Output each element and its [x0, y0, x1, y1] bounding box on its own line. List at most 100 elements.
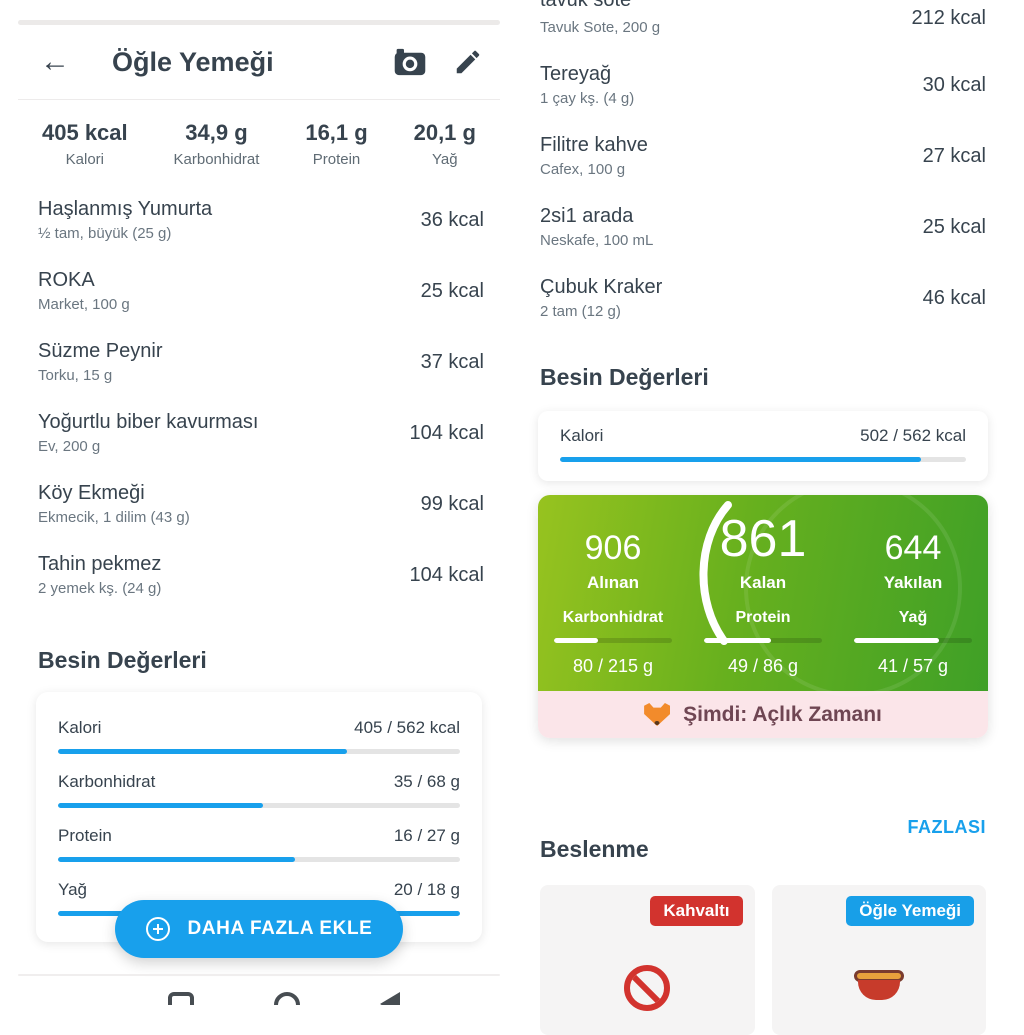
fox-icon: [644, 703, 671, 726]
food-kcal: 36 kcal: [420, 208, 484, 231]
food-info: 2si1 arada Neskafe, 100 mL: [540, 205, 911, 249]
food-name: ROKA: [38, 269, 95, 291]
food-detail: ½ tam, büyük (25 g): [38, 225, 172, 242]
energy-numbers: 906 Alınan 861 Kalan 644 Yakılan: [538, 495, 988, 593]
food-name: 2si1 arada: [540, 205, 634, 227]
edit-pencil-icon[interactable]: [450, 44, 486, 80]
food-item-row[interactable]: Yoğurtlu biber kavurması Ev, 200 g 104 k…: [38, 411, 484, 455]
left-screen: Öğle Yemeği 405 kcal Kalori 34,9 g Karbo…: [18, 20, 500, 976]
macro-label: Karbonhidrat: [562, 609, 664, 626]
food-kcal: 25 kcal: [420, 279, 484, 302]
macro-track: [554, 638, 672, 643]
progress-fill: [58, 749, 348, 754]
energy-remaining: 861 Kalan: [719, 510, 807, 592]
macro-label: Yağ: [898, 609, 928, 626]
food-name: Haşlanmış Yumurta: [38, 198, 213, 220]
summary-value: 20,1 g: [413, 120, 476, 145]
progress-track: [560, 457, 966, 462]
food-item-row[interactable]: Tereyağ 1 çay kş. (4 g) 30 kcal: [540, 63, 986, 107]
food-kcal: 27 kcal: [922, 144, 986, 167]
camera-icon[interactable]: [392, 44, 428, 80]
food-item-row[interactable]: Haşlanmış Yumurta ½ tam, büyük (25 g) 36…: [38, 198, 484, 242]
nutrient-label: Protein: [58, 826, 112, 845]
macro-value: 49 / 86 g: [727, 656, 799, 676]
calorie-progress-card: Kalori 502 / 562 kcal: [538, 411, 988, 481]
nutrient-value: 405 / 562 kcal: [354, 718, 460, 737]
food-detail: 1 çay kş. (4 g): [540, 90, 635, 107]
food-item-row[interactable]: Filitre kahve Cafex, 100 g 27 kcal: [540, 134, 986, 178]
right-screen: tavuk sote Tavuk Sote, 200 g 212 kcal Te…: [520, 0, 1006, 1035]
food-kcal: 46 kcal: [922, 286, 986, 309]
add-more-button[interactable]: DAHA FAZLA EKLE: [115, 900, 403, 958]
food-item-row[interactable]: ROKA Market, 100 g 25 kcal: [38, 269, 484, 313]
fasting-status-strip[interactable]: Şimdi: Açlık Zamanı: [538, 691, 988, 738]
header: Öğle Yemeği: [18, 31, 500, 93]
nutrient-bar-row: Protein 16 / 27 g: [58, 826, 460, 862]
fasting-status-text: Şimdi: Açlık Zamanı: [683, 702, 882, 726]
pot-icon: [852, 962, 906, 1014]
food-detail: Torku, 15 g: [38, 367, 113, 384]
summary-value: 405 kcal: [42, 120, 128, 145]
macro-cell: Protein 49 / 86 g: [688, 609, 838, 677]
android-navbar-partial: [168, 992, 400, 1005]
food-item-row[interactable]: Köy Ekmeği Ekmecik, 1 dilim (43 g) 99 kc…: [38, 482, 484, 526]
nutrition-title: Besin Değerleri: [38, 647, 207, 673]
food-detail: Ev, 200 g: [38, 438, 101, 455]
nutrient-bar-row: Kalori 405 / 562 kcal: [58, 718, 460, 754]
recents-icon[interactable]: [168, 992, 194, 1005]
macro-track: [854, 638, 972, 643]
food-info: Haşlanmış Yumurta ½ tam, büyük (25 g): [38, 198, 409, 242]
food-name: Köy Ekmeği: [38, 482, 145, 504]
summary-label: Karbonhidrat: [173, 151, 260, 168]
energy-burned: 644 Yakılan: [883, 529, 943, 592]
meal-badge: Öğle Yemeği: [846, 896, 974, 926]
food-item-row[interactable]: Çubuk Kraker 2 tam (12 g) 46 kcal: [540, 276, 986, 320]
macro-cell: Yağ 41 / 57 g: [838, 609, 988, 677]
summary-label: Yağ: [431, 151, 458, 168]
progress-track: [58, 749, 460, 754]
food-item-row[interactable]: tavuk sote Tavuk Sote, 200 g 212 kcal: [540, 0, 986, 36]
home-icon[interactable]: [274, 992, 300, 1005]
back-icon[interactable]: [40, 47, 86, 77]
food-info: Filitre kahve Cafex, 100 g: [540, 134, 911, 178]
food-info: Çubuk Kraker 2 tam (12 g): [540, 276, 911, 320]
nutrient-bar-row: Karbonhidrat 35 / 68 g: [58, 772, 460, 808]
meal-cards: Kahvaltı Öğle Yemeği: [540, 885, 986, 1035]
nutrient-value: 20 / 18 g: [393, 880, 460, 899]
screen-top-edge: [18, 20, 500, 25]
nutrient-value: 16 / 27 g: [393, 826, 460, 845]
food-item-row[interactable]: Tahin pekmez 2 yemek kş. (24 g) 104 kcal: [38, 553, 484, 597]
food-detail: Ekmecik, 1 dilim (43 g): [38, 509, 190, 526]
summary-value: 16,1 g: [305, 120, 368, 145]
meal-card[interactable]: Öğle Yemeği: [771, 885, 986, 1035]
nutrient-value: 35 / 68 g: [393, 772, 460, 791]
food-detail: Market, 100 g: [38, 296, 130, 313]
progress-fill: [58, 803, 264, 808]
food-list: Haşlanmış Yumurta ½ tam, büyük (25 g) 36…: [18, 198, 500, 597]
calorie-value: 502 / 562 kcal: [860, 426, 966, 445]
summary-label: Protein: [312, 151, 361, 168]
food-info: Süzme Peynir Torku, 15 g: [38, 340, 409, 384]
macro-fill: [554, 638, 598, 643]
nutrient-label: Kalori: [58, 718, 102, 737]
macro-cell: Karbonhidrat 80 / 215 g: [538, 609, 688, 677]
progress-fill: [560, 457, 922, 462]
energy-summary-card: 906 Alınan 861 Kalan 644 Yakılan Karbonh…: [538, 495, 988, 738]
macro-summary: 405 kcal Kalori 34,9 g Karbonhidrat 16,1…: [18, 100, 500, 168]
page-title: Öğle Yemeği: [112, 46, 274, 77]
summary-label: Kalori: [65, 151, 104, 168]
food-info: ROKA Market, 100 g: [38, 269, 409, 313]
nutrient-label: Karbonhidrat: [58, 772, 156, 791]
nav-back-icon[interactable]: [380, 992, 400, 1005]
food-name: Tereyağ: [540, 63, 612, 85]
food-kcal: 104 kcal: [409, 563, 485, 586]
food-item-row[interactable]: Süzme Peynir Torku, 15 g 37 kcal: [38, 340, 484, 384]
summary-cell: 16,1 g Protein: [305, 120, 367, 168]
gauge-arc: [699, 501, 732, 645]
meal-card[interactable]: Kahvaltı: [540, 885, 755, 1035]
macro-value: 41 / 57 g: [877, 656, 949, 676]
food-item-row[interactable]: 2si1 arada Neskafe, 100 mL 25 kcal: [540, 205, 986, 249]
more-link[interactable]: FAZLASI: [907, 817, 986, 837]
nutrition-title: Besin Değerleri: [540, 364, 709, 390]
food-kcal: 99 kcal: [420, 492, 484, 515]
